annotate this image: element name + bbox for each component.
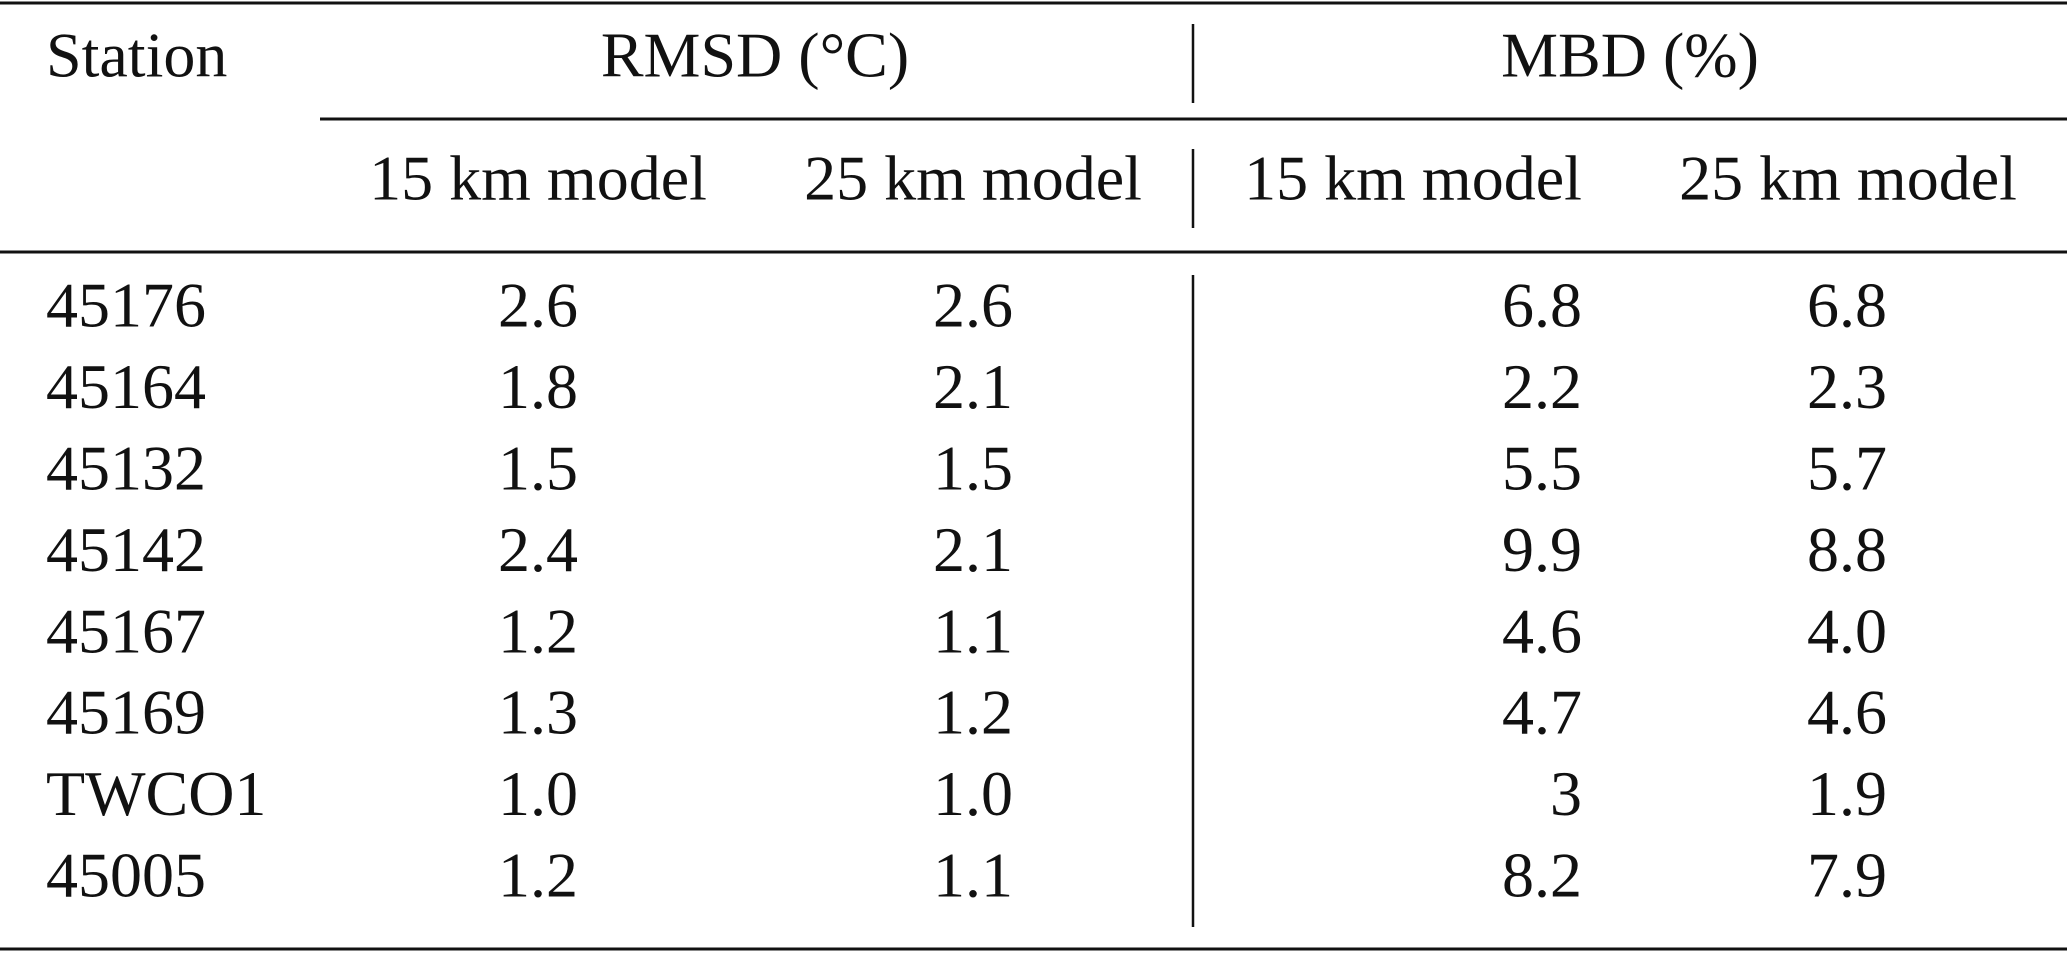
value-cell: 5.5: [1502, 432, 1582, 503]
value-cell: 1.0: [498, 758, 578, 829]
station-cell: 45142: [46, 514, 206, 585]
value-cell: 8.2: [1502, 839, 1582, 910]
value-cell: 1.2: [498, 839, 578, 910]
value-cell: 1.1: [933, 839, 1013, 910]
header-station: Station: [46, 20, 227, 91]
value-cell: 2.2: [1502, 351, 1582, 422]
station-cell: TWCO1: [46, 758, 266, 829]
value-cell: 9.9: [1502, 514, 1582, 585]
value-cell: 6.8: [1502, 270, 1582, 341]
value-cell: 2.3: [1807, 351, 1887, 422]
value-cell: 6.8: [1807, 270, 1887, 341]
column-header: 15 km model: [369, 143, 707, 214]
value-cell: 1.5: [498, 432, 578, 503]
value-cell: 1.2: [498, 595, 578, 666]
value-cell: 1.1: [933, 595, 1013, 666]
value-cell: 4.0: [1807, 595, 1887, 666]
value-cell: 3: [1550, 758, 1582, 829]
value-cell: 2.6: [933, 270, 1013, 341]
group-header: RMSD (°C): [601, 20, 909, 91]
value-cell: 4.7: [1502, 677, 1582, 748]
value-cell: 1.2: [933, 677, 1013, 748]
station-cell: 45169: [46, 677, 206, 748]
value-cell: 5.7: [1807, 432, 1887, 503]
station-cell: 45176: [46, 270, 206, 341]
value-cell: 2.1: [933, 514, 1013, 585]
station-cell: 45164: [46, 351, 206, 422]
value-cell: 1.5: [933, 432, 1013, 503]
column-header: 25 km model: [804, 143, 1142, 214]
value-cell: 8.8: [1807, 514, 1887, 585]
value-cell: 1.8: [498, 351, 578, 422]
value-cell: 1.0: [933, 758, 1013, 829]
station-cell: 45167: [46, 595, 206, 666]
station-cell: 45005: [46, 839, 206, 910]
value-cell: 2.6: [498, 270, 578, 341]
column-header: 25 km model: [1679, 143, 2017, 214]
station-cell: 45132: [46, 432, 206, 503]
value-cell: 2.4: [498, 514, 578, 585]
value-cell: 2.1: [933, 351, 1013, 422]
column-header: 15 km model: [1244, 143, 1582, 214]
value-cell: 1.3: [498, 677, 578, 748]
value-cell: 4.6: [1502, 595, 1582, 666]
value-cell: 1.9: [1807, 758, 1887, 829]
value-cell: 7.9: [1807, 839, 1887, 910]
group-header: MBD (%): [1501, 20, 1759, 91]
value-cell: 4.6: [1807, 677, 1887, 748]
